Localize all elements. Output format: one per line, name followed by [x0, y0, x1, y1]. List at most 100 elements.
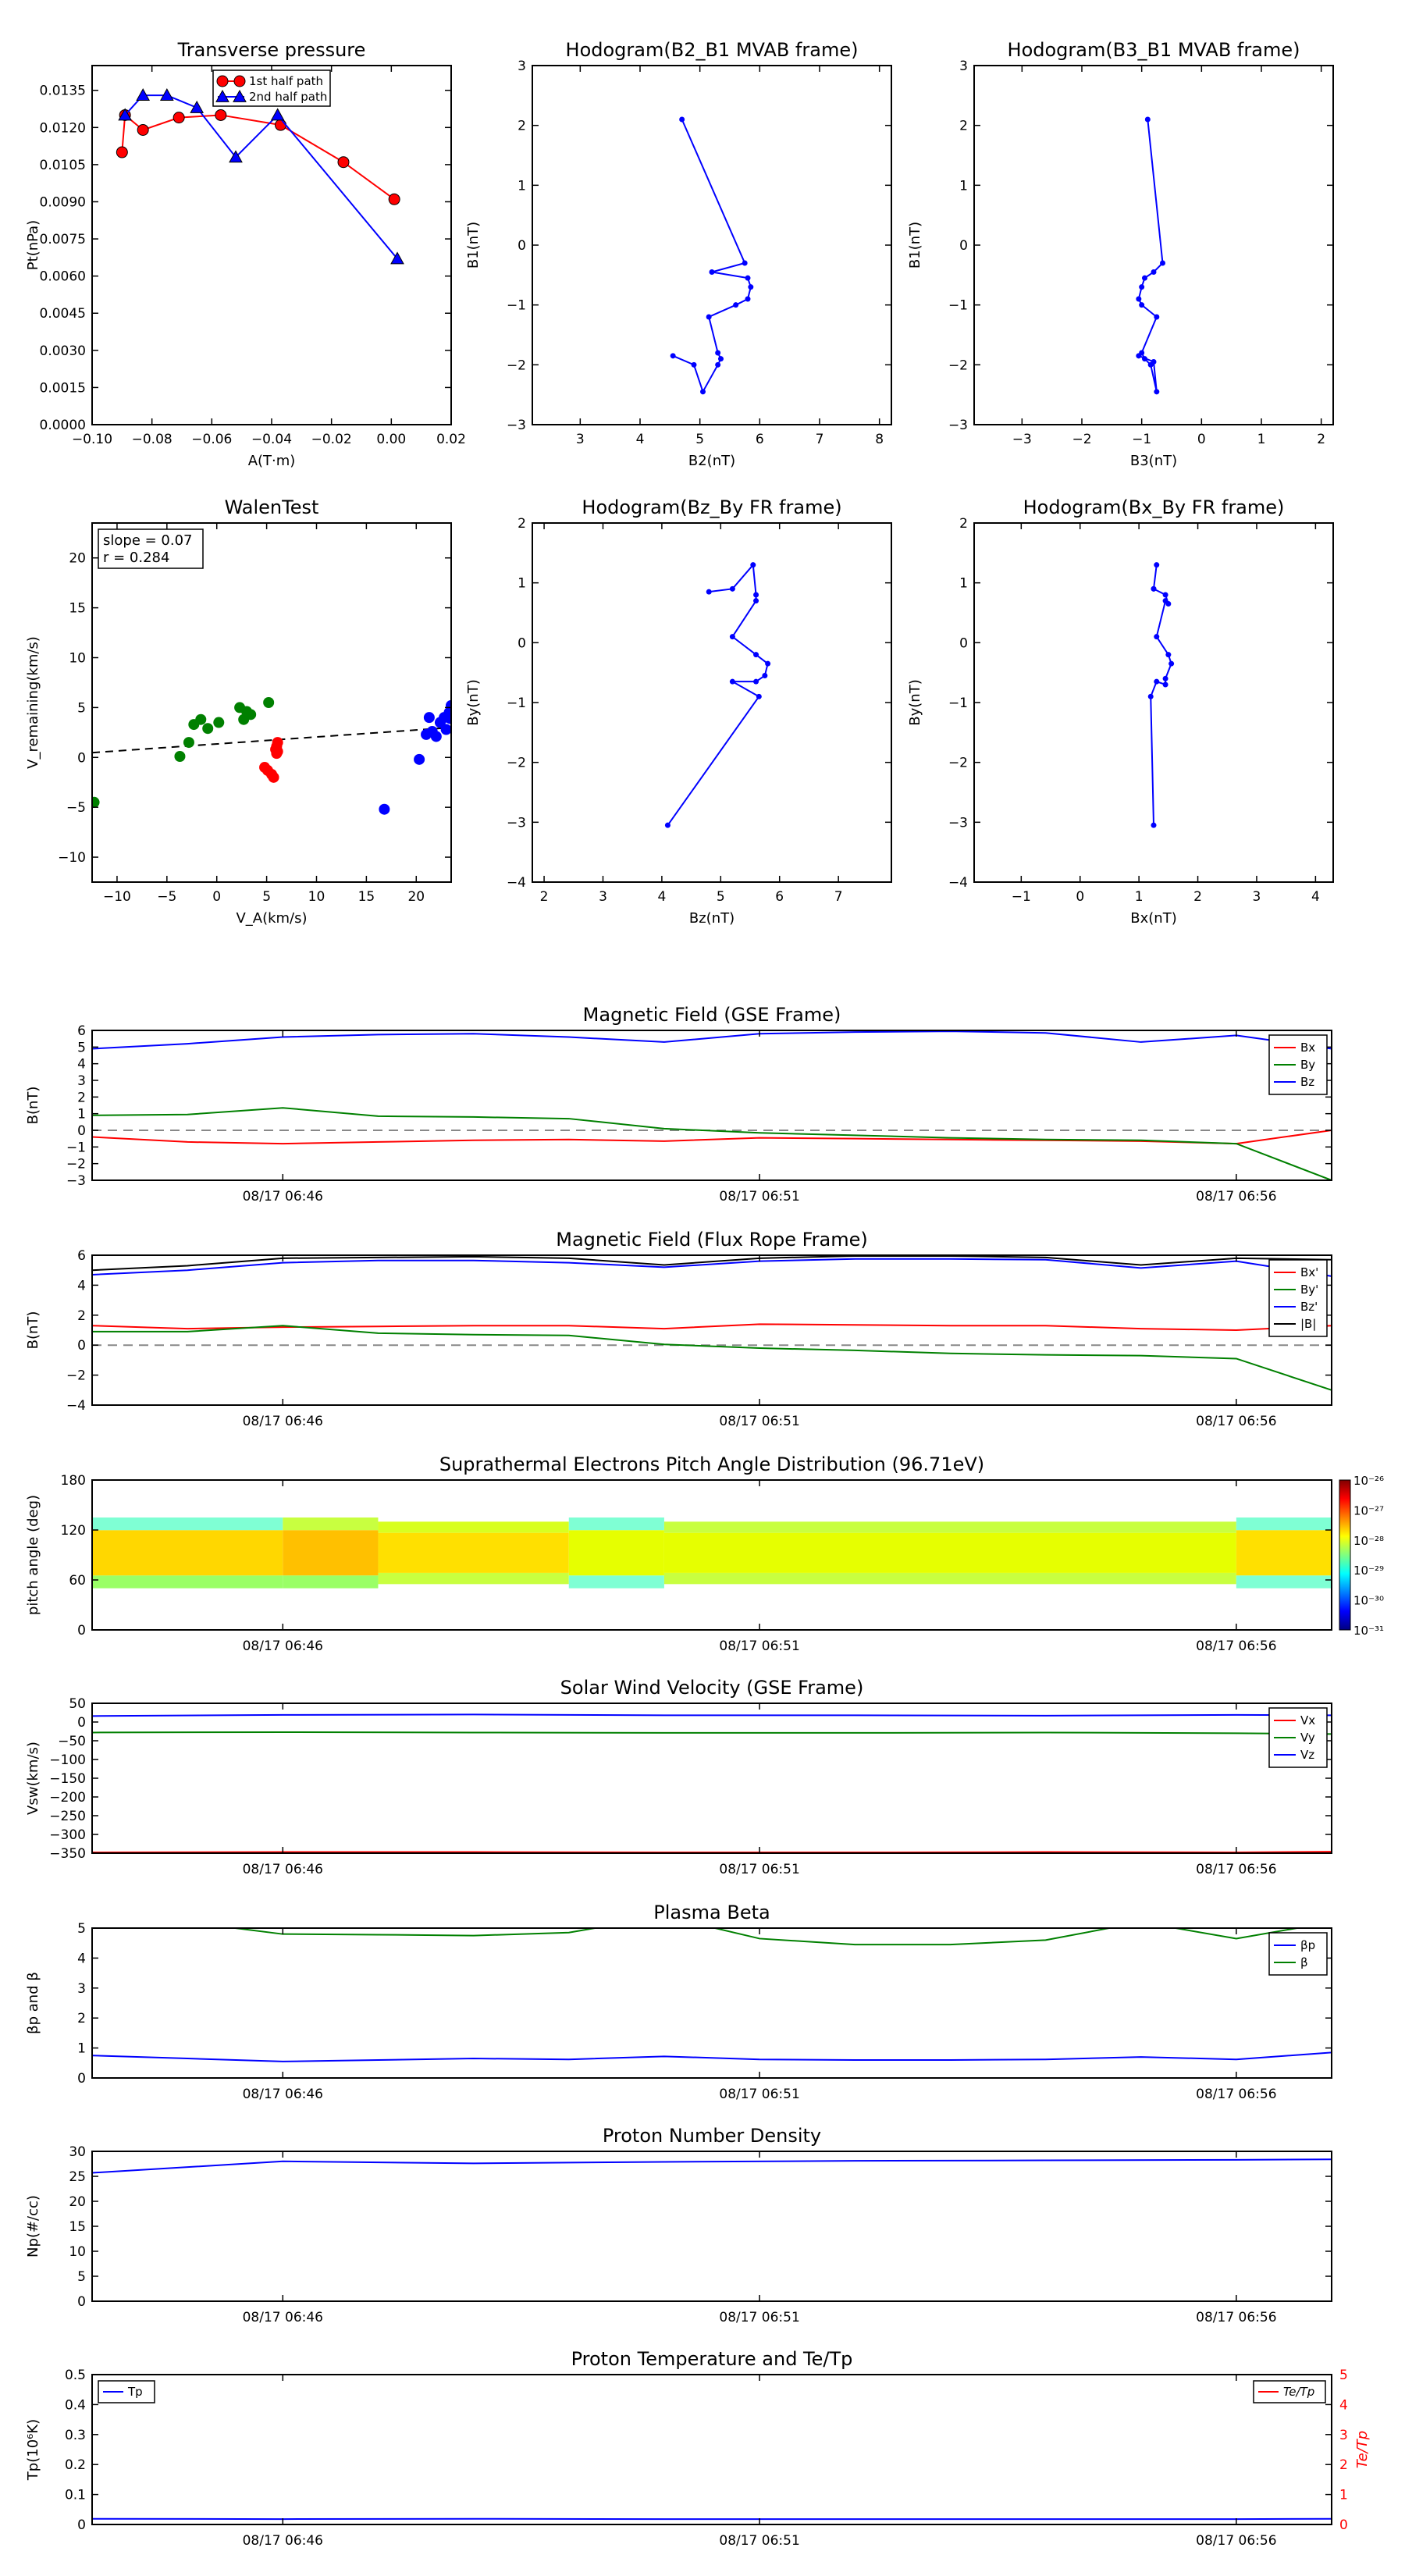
heatmap-cell — [1236, 1517, 1332, 1531]
heatmap-cell — [283, 1517, 379, 1531]
legend-label: Tp — [127, 2385, 143, 2399]
y-tick-label: 20 — [69, 2194, 86, 2210]
y-tick-label: 2 — [77, 1308, 86, 1324]
data-point — [1162, 592, 1168, 598]
chart-title: Hodogram(B2_B1 MVAB frame) — [566, 39, 859, 61]
time-tick-label: 08/17 06:56 — [1196, 1189, 1276, 1204]
y-axis-label: By(nT) — [907, 679, 923, 725]
panel-proton-temperature: Proton Temperature and Te/Tp 08/17 06:46 0… — [25, 2348, 1371, 2549]
data-point — [765, 660, 771, 667]
legend-label: 2nd half path — [249, 90, 327, 104]
y-tick-label: 0 — [77, 1338, 86, 1354]
time-tick-label: 08/17 06:51 — [719, 2310, 799, 2325]
data-point — [679, 116, 685, 123]
chart-title: Magnetic Field (Flux Rope Frame) — [556, 1229, 867, 1251]
y-tick-label: −4 — [66, 1398, 86, 1414]
legend — [1268, 1932, 1328, 1976]
axes-frame — [973, 65, 1334, 425]
x-tick-label: 6 — [775, 889, 784, 905]
colorbar — [1339, 1479, 1351, 1631]
axes-frame — [973, 522, 1334, 883]
plot-area — [92, 697, 451, 815]
y-tick-label: 0 — [77, 750, 86, 766]
panel-solar-wind-velocity: Solar Wind Velocity (GSE Frame) 08/17 06:… — [25, 1677, 1332, 1877]
legend-marker — [233, 75, 246, 87]
y-axis-label: Pt(nPa) — [25, 220, 41, 270]
legend-label: By — [1300, 1058, 1315, 1072]
data-point — [414, 753, 425, 765]
y-tick-label: 5 — [77, 1921, 86, 1937]
legend-label: Vx — [1300, 1713, 1315, 1727]
y-tick-label: −3 — [948, 815, 968, 831]
x-tick-label: 5 — [695, 432, 704, 447]
plot-area — [92, 1713, 1332, 1853]
y-right-tick-label: 0 — [1339, 2517, 1348, 2533]
x-tick-label: −0.02 — [311, 432, 352, 447]
x-axis-label: B2(nT) — [688, 453, 735, 469]
annotation-box — [98, 528, 204, 569]
data-point — [664, 822, 670, 828]
y-tick-label: 1 — [959, 178, 968, 194]
x-tick-label: −0.04 — [251, 432, 292, 447]
series-line-Vz — [92, 1713, 1332, 1717]
panel-hodogram-b3-b1: Hodogram(B3_B1 MVAB frame) −3 −2 −1 0 1 2 B3(nT… — [907, 39, 1334, 469]
y-axis-label: B(nT) — [25, 1087, 41, 1125]
data-point — [213, 717, 225, 728]
data-point — [762, 673, 768, 678]
data-point — [1151, 359, 1157, 365]
y-tick-label: 5 — [77, 1040, 86, 1055]
data-point — [1160, 260, 1165, 266]
time-tick-label: 08/17 06:51 — [719, 1638, 799, 1654]
colorbar-tick-label: 10⁻²⁶ — [1353, 1474, 1384, 1488]
data-point — [753, 598, 759, 604]
chart-title: Solar Wind Velocity (GSE Frame) — [560, 1677, 864, 1699]
data-point — [1162, 681, 1168, 688]
y-tick-label: −1 — [66, 1140, 86, 1155]
data-point — [1142, 275, 1147, 281]
time-tick-label: 08/17 06:51 — [719, 1862, 799, 1877]
y-tick-label: 15 — [69, 601, 86, 617]
panel-proton-number-density: Proton Number Density 08/17 06:46 08/17 06… — [25, 2125, 1332, 2325]
series-line-p — [92, 2051, 1332, 2062]
x-tick-label: 6 — [756, 432, 764, 447]
legend-marker — [215, 89, 229, 102]
data-point — [756, 693, 762, 699]
y-tick-label: 0.3 — [65, 2428, 86, 2443]
heatmap-cell — [92, 1530, 283, 1576]
data-point — [1154, 678, 1160, 685]
time-tick-label: 08/17 06:46 — [243, 2533, 323, 2549]
x-tick-label: −2 — [1072, 432, 1091, 447]
y-tick-label: −2 — [66, 1157, 86, 1172]
data-point — [1162, 598, 1168, 604]
plot-area — [1147, 562, 1175, 828]
data-point — [271, 748, 283, 760]
data-point — [709, 269, 715, 275]
y-tick-label: 50 — [69, 1696, 86, 1712]
y-tick-label: −3 — [507, 815, 526, 831]
y-tick-label: −150 — [49, 1771, 86, 1787]
x-tick-label: 1 — [1135, 889, 1144, 905]
chart-title: Proton Temperature and Te/Tp — [571, 2348, 853, 2370]
y-right-axis-label: Te/Tp — [1354, 2431, 1371, 2468]
colorbar-tick-label: 10⁻³¹ — [1353, 1624, 1384, 1638]
x-tick-label: 2 — [540, 889, 549, 905]
heatmap-cell — [378, 1521, 569, 1533]
heatmap-cell — [568, 1575, 664, 1589]
y-tick-label: 0 — [77, 1715, 86, 1731]
y-tick-label: 2 — [959, 516, 968, 532]
data-point — [183, 737, 194, 749]
legend-label: Bz — [1300, 1075, 1314, 1089]
y-tick-label: 0.5 — [65, 2368, 86, 2383]
time-tick-label: 08/17 06:51 — [719, 1189, 799, 1204]
data-point — [275, 119, 286, 131]
data-point — [215, 109, 227, 121]
time-tick-label: 08/17 06:51 — [719, 2087, 799, 2102]
y-tick-label: −50 — [58, 1734, 86, 1749]
chart-title: Suprathermal Electrons Pitch Angle Distr… — [439, 1453, 984, 1475]
data-point — [729, 634, 735, 640]
data-point — [1154, 314, 1160, 320]
y-tick-label: 1 — [959, 576, 968, 592]
data-point — [268, 771, 279, 783]
y-tick-label: 0.0015 — [40, 380, 86, 396]
time-tick-label: 08/17 06:46 — [243, 2310, 323, 2325]
